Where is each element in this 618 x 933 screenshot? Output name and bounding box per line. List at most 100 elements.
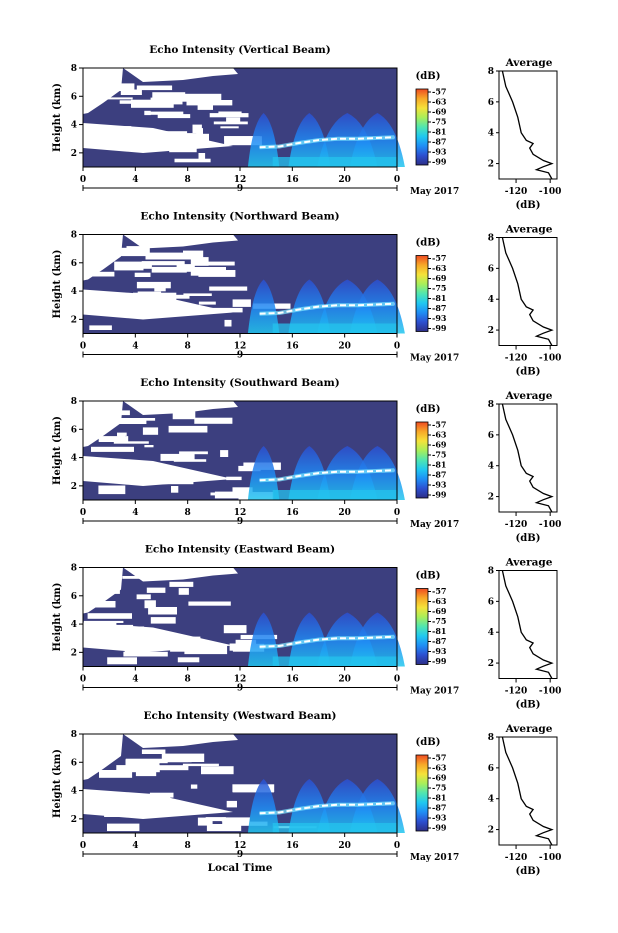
no-data-gap (226, 800, 237, 808)
no-data-gap (224, 319, 232, 327)
boundary-layer-band (272, 323, 397, 334)
no-data-gap (123, 651, 168, 657)
no-data-gap (118, 247, 150, 257)
no-data-gap (84, 271, 115, 277)
no-data-region (83, 401, 123, 447)
date-label: May 2017 (410, 354, 459, 364)
no-data-gap (224, 136, 262, 146)
average-title: Average (505, 557, 553, 569)
average-y-tick-label: 2 (488, 659, 494, 669)
no-data-gap (209, 113, 249, 118)
no-data-gap (220, 450, 229, 457)
no-data-gap (232, 487, 253, 496)
average-y-tick-label: 8 (488, 567, 494, 577)
x-tick-label: 0 (80, 675, 86, 685)
panel-0: Echo Intensity (Vertical Beam) 2 4 6 8 Height… (52, 44, 561, 211)
average-y-tick-label: 4 (488, 129, 494, 139)
x-tick-label: 16 (286, 508, 299, 518)
colorbar-tick-label: -69 (432, 273, 447, 283)
panel-1: Echo Intensity (Northward Beam) 2 4 6 8 Heigh… (52, 211, 561, 378)
convective-plume (349, 113, 405, 167)
no-data-gap (223, 625, 247, 634)
x-tick-label: 16 (286, 175, 299, 185)
layer-top-line (259, 136, 395, 149)
average-y-tick-label: 4 (488, 462, 494, 472)
colorbar-tick-label: -75 (432, 783, 446, 793)
no-data-gap (198, 270, 236, 277)
x-tick-label: 0 (80, 342, 86, 352)
no-data-gap (171, 486, 179, 493)
no-data-gap (100, 419, 147, 424)
no-data-gap (160, 453, 195, 461)
no-data-region (83, 734, 123, 780)
colorbar-tick-label: -63 (432, 263, 447, 273)
average-title: Average (505, 390, 553, 402)
no-data-gap (83, 620, 124, 623)
average-title: Average (505, 57, 553, 69)
colorbar-tick-label: -87 (432, 303, 446, 313)
average-profile-line (501, 570, 554, 679)
average-y-tick-label: 6 (488, 597, 494, 607)
no-data-gap (110, 83, 135, 91)
colorbar (415, 88, 429, 166)
no-data-region (123, 234, 238, 249)
no-data-gap (208, 307, 243, 313)
colorbar-tick-label: -81 (432, 293, 446, 303)
y-axis-label: Height (km) (52, 583, 63, 652)
colorbar-tick-label: -93 (432, 480, 447, 490)
no-data-gap (144, 445, 154, 448)
date-tick-label: 9 (237, 351, 243, 361)
no-data-gap (141, 749, 166, 754)
x-tick-label: 8 (185, 508, 191, 518)
no-data-region (83, 68, 123, 114)
y-tick-label: 2 (71, 315, 77, 325)
average-profile-line (501, 70, 554, 180)
y-tick-label: 8 (71, 231, 77, 241)
no-data-gap (136, 85, 173, 91)
average-y-tick-label: 2 (488, 826, 494, 836)
no-data-gap (119, 100, 143, 104)
no-data-gap (194, 417, 233, 424)
date-tick-label: 9 (237, 184, 243, 194)
colorbar-tick-label: -69 (432, 606, 447, 616)
no-data-region (123, 567, 238, 582)
average-frame (498, 237, 558, 346)
colorbar-tick-label: -81 (432, 127, 446, 137)
convective-plume (247, 446, 280, 500)
no-data-gap (173, 459, 207, 462)
no-data-region (123, 401, 238, 415)
x-tick-label: 0 (80, 841, 86, 851)
colorbar-tick-label: -87 (432, 636, 446, 646)
no-data-region (83, 123, 233, 153)
date-tick-label: 9 (237, 850, 243, 860)
colorbar-unit: (dB) (416, 737, 441, 748)
colorbar-tick-label: -75 (432, 616, 446, 626)
average-y-tick-label: 2 (488, 160, 494, 170)
no-data-gap (144, 600, 156, 609)
no-data-gap (190, 257, 209, 266)
average-x-tick-label: -120 (505, 187, 528, 197)
x-tick-label: 4 (132, 508, 138, 518)
y-tick-label: 2 (71, 815, 77, 825)
no-data-gap (183, 250, 204, 260)
no-data-gap (220, 126, 239, 129)
colorbar-tick-label: -63 (432, 97, 447, 107)
colorbar-tick-label: -93 (432, 646, 447, 656)
layer-top-line (259, 302, 395, 315)
no-data-gap (210, 492, 244, 496)
y-tick-label: 4 (71, 287, 77, 297)
panel-title: Echo Intensity (Eastward Beam) (145, 544, 335, 556)
no-data-gap (100, 97, 133, 100)
x-tick-label: 8 (185, 841, 191, 851)
no-data-region (83, 234, 123, 281)
colorbar-tick-label: -93 (432, 313, 447, 323)
no-data-region (83, 789, 233, 819)
no-data-gap (107, 823, 140, 832)
no-data-gap (148, 294, 190, 299)
average-x-label: (dB) (516, 533, 541, 544)
y-tick-label: 4 (71, 121, 77, 131)
x-tick-label: 16 (286, 675, 299, 685)
convective-plume (349, 446, 405, 500)
colorbar-tick-label: -69 (432, 107, 447, 117)
